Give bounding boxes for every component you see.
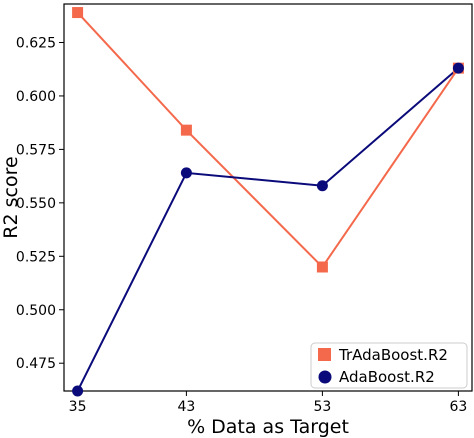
data-point-circle [452,62,464,74]
x-tick-label: 53 [313,399,331,415]
x-axis: 35 43 53 63 [69,391,467,415]
y-tick-label: 0.600 [16,89,56,105]
x-tick-label: 63 [449,399,467,415]
x-tick-label: 35 [69,399,87,415]
legend-label-tradaboost: TrAdaBoost.R2 [338,346,448,364]
legend-circle-marker [318,370,332,384]
plot-area: 0.475 0.500 0.525 0.550 0.575 0.600 0.625 35 43… [16,3,473,415]
y-tick-label: 0.625 [16,35,56,51]
y-tick-label: 0.550 [16,196,56,212]
series-layer [72,7,464,397]
data-point-square [180,124,192,136]
plot-frame [63,3,473,392]
legend-label-adaboost: AdaBoost.R2 [339,368,435,386]
legend-box [310,342,468,389]
data-point-square [72,7,84,19]
legend: TrAdaBoost.R2 AdaBoost.R2 [310,342,468,389]
y-axis: 0.475 0.500 0.525 0.550 0.575 0.600 0.625 [16,35,64,372]
y-tick-label: 0.575 [16,142,56,158]
data-point-circle [180,167,192,179]
y-tick-label: 0.475 [16,356,56,372]
y-tick-label: 0.525 [16,249,56,265]
x-axis-label: % Data as Target [187,416,349,438]
data-point-circle [72,385,84,397]
y-axis-label: R2 score [0,156,22,238]
y-tick-label: 0.500 [16,303,56,319]
data-point-square [316,261,328,273]
x-tick-label: 43 [177,399,195,415]
series-line-0 [76,11,460,269]
series-line-1 [76,67,460,392]
legend-square-marker [318,348,331,361]
data-point-circle [316,180,328,192]
